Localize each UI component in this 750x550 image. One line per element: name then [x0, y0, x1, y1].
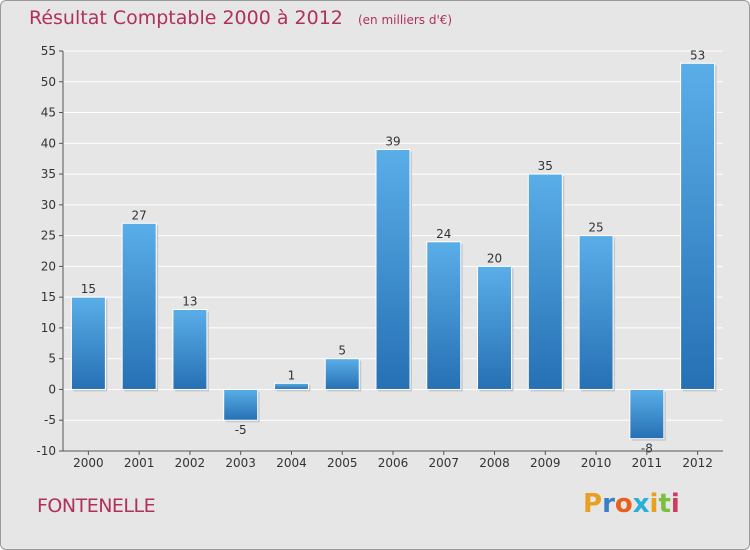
bar: [426, 241, 462, 390]
chart-title: Résultat Comptable 2000 à 2012: [29, 7, 343, 29]
bar: [629, 388, 665, 440]
bar: [324, 358, 360, 390]
chart-title-block: Résultat Comptable 2000 à 2012 (en milli…: [29, 7, 452, 29]
data-label: 20: [487, 251, 502, 265]
data-label: -8: [641, 442, 653, 456]
bar: [273, 382, 309, 390]
y-tick-label: 50: [41, 75, 56, 89]
bar: [477, 265, 513, 390]
data-label: 53: [690, 48, 705, 62]
y-tick-label: 25: [41, 229, 56, 243]
bar: [70, 296, 106, 390]
x-tick-label: 2010: [581, 456, 612, 470]
x-axis-ticks: 2000 2001 2002 2003 2004 2005 2006 2007 2008 2009…: [73, 451, 713, 470]
y-tick-label: 40: [41, 136, 56, 150]
data-label: 1: [288, 368, 296, 382]
logo-letter: i: [649, 489, 659, 519]
data-label: 25: [588, 221, 603, 235]
logo-letter: P: [583, 489, 603, 519]
logo-letter: o: [614, 489, 633, 519]
x-tick-label: 2001: [124, 456, 155, 470]
bars: [70, 62, 717, 441]
x-tick-label: 2005: [327, 456, 358, 470]
bar: [121, 222, 157, 390]
y-tick-label: 55: [41, 44, 56, 58]
data-label: 13: [182, 294, 197, 308]
y-tick-label: -10: [36, 444, 56, 458]
x-tick-label: 2007: [428, 456, 459, 470]
y-tick-label: 20: [41, 259, 56, 273]
bar: [375, 148, 411, 390]
y-tick-label: 5: [48, 352, 56, 366]
logo-letter: x: [632, 489, 650, 519]
x-tick-label: 2006: [378, 456, 409, 470]
x-tick-label: 2008: [479, 456, 510, 470]
data-label: 39: [385, 134, 400, 148]
y-tick-label: -5: [44, 413, 56, 427]
x-tick-label: 2011: [632, 456, 663, 470]
data-label: 15: [81, 282, 96, 296]
x-tick-label: 2009: [530, 456, 561, 470]
data-label: 35: [538, 159, 553, 173]
x-tick-label: 2003: [225, 456, 256, 470]
x-tick-label: 2000: [73, 456, 104, 470]
y-tick-label: 10: [41, 321, 56, 335]
y-tick-label: 45: [41, 106, 56, 120]
x-tick-label: 2002: [175, 456, 206, 470]
y-tick-label: 35: [41, 167, 56, 181]
bar: [223, 388, 259, 421]
axes: [62, 51, 723, 452]
logo-letter: r: [602, 489, 615, 519]
logo-letter: i: [670, 489, 680, 519]
bar: [172, 308, 208, 390]
proxiti-logo: Proxiti: [583, 489, 680, 519]
data-label: 24: [436, 227, 451, 241]
commune-name: FONTENELLE: [37, 495, 156, 517]
y-axis-ticks: -10 -5 0 5 10 15 20 25 30 35 40 45 50 55: [36, 44, 63, 458]
chart-subtitle: (en milliers d'€): [357, 13, 453, 27]
bar: [527, 173, 563, 390]
data-label: 27: [132, 208, 147, 222]
x-tick-label: 2012: [682, 456, 713, 470]
data-label: 5: [338, 344, 346, 358]
bar: [680, 62, 716, 390]
data-label: -5: [235, 423, 247, 437]
y-tick-label: 15: [41, 290, 56, 304]
x-tick-label: 2004: [276, 456, 307, 470]
logo-letter: t: [658, 489, 671, 519]
y-tick-label: 0: [48, 382, 56, 396]
y-tick-label: 30: [41, 198, 56, 212]
bar: [578, 235, 614, 390]
